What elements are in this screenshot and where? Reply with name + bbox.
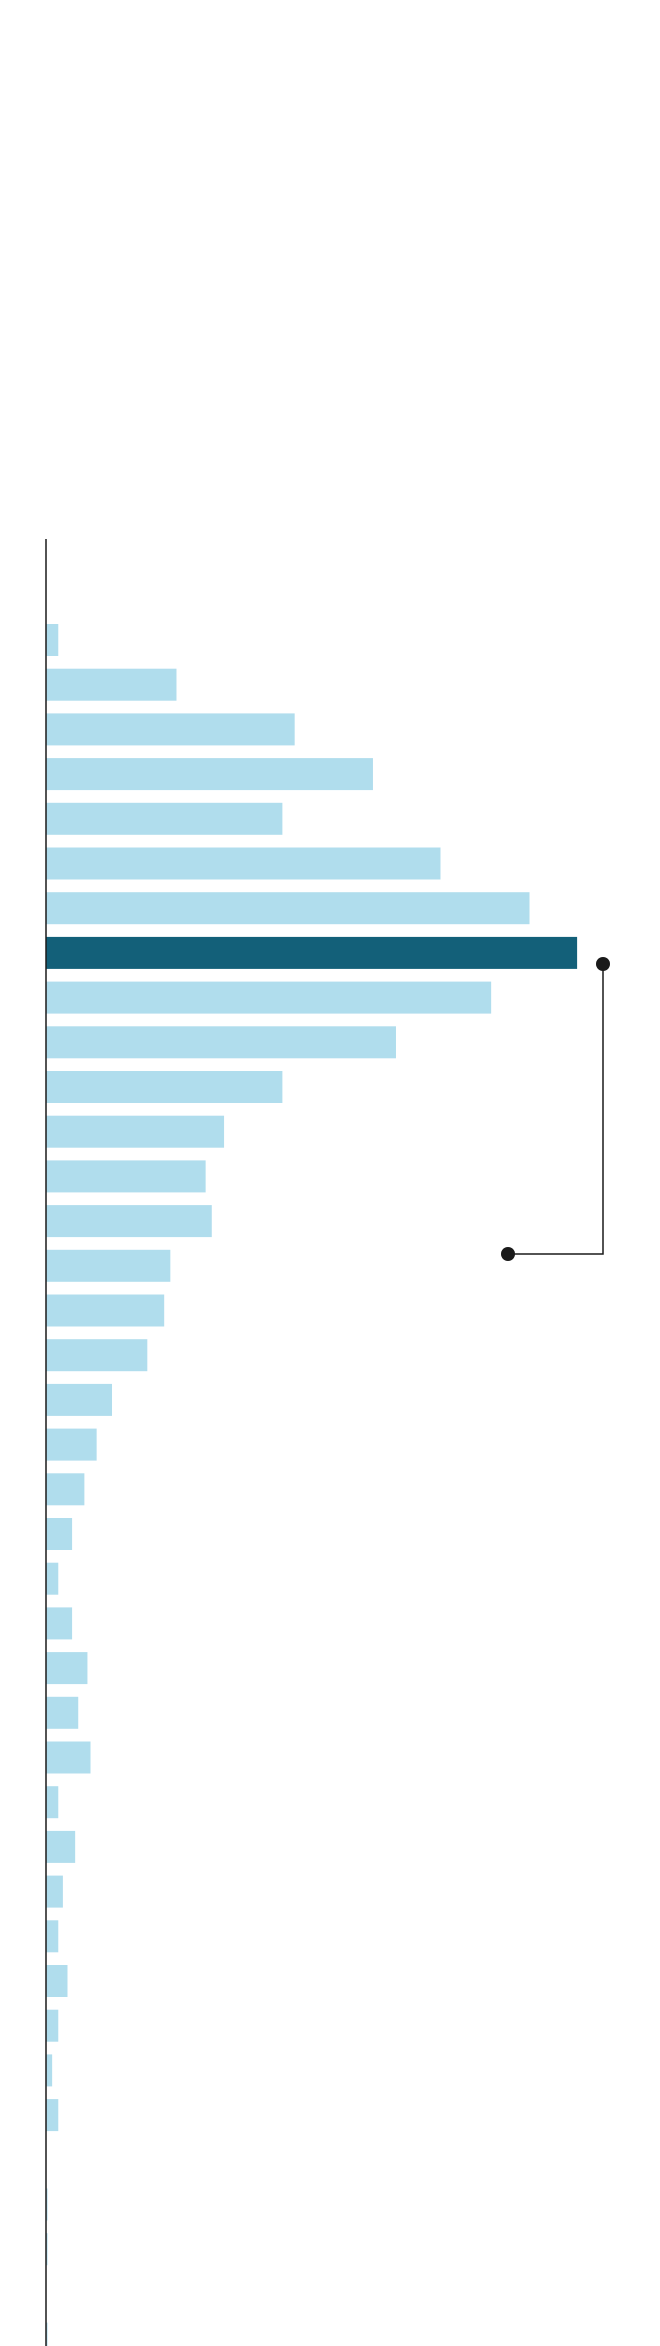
bar — [46, 2054, 53, 2087]
bar — [46, 1562, 59, 1595]
bar — [46, 802, 283, 835]
bar — [46, 936, 578, 969]
bar — [46, 1696, 79, 1729]
bar — [46, 1383, 113, 1416]
bar — [46, 2009, 59, 2042]
bar — [46, 1071, 283, 1103]
bar — [46, 1786, 59, 1819]
bar — [46, 713, 295, 746]
bar — [46, 1875, 63, 1908]
bar — [46, 758, 373, 791]
bar — [46, 1115, 225, 1148]
annotation-dot — [501, 1247, 515, 1261]
annotation — [501, 957, 610, 1261]
bar — [46, 1473, 85, 1506]
bar — [46, 668, 177, 701]
bar — [46, 1652, 88, 1685]
bar — [46, 1741, 91, 1774]
bar — [46, 2233, 48, 2266]
annotation-leader — [508, 964, 604, 1255]
bar — [46, 1920, 59, 1953]
bar — [46, 1160, 206, 1193]
bar — [46, 1249, 171, 1282]
bar — [46, 1607, 73, 1640]
bar — [46, 1518, 73, 1550]
bar — [46, 981, 492, 1014]
bar — [46, 2099, 59, 2132]
bar — [46, 1965, 68, 1997]
bar — [46, 1339, 148, 1372]
bar — [46, 624, 59, 656]
annotation-dot — [596, 957, 610, 971]
bar — [46, 847, 441, 880]
bar — [46, 892, 530, 925]
bar — [46, 1205, 212, 1238]
bar — [46, 1428, 97, 1461]
bar — [46, 2322, 48, 2346]
bar — [46, 2188, 48, 2221]
bar — [46, 1830, 76, 1863]
bar — [46, 1294, 165, 1327]
bar — [46, 1026, 396, 1059]
